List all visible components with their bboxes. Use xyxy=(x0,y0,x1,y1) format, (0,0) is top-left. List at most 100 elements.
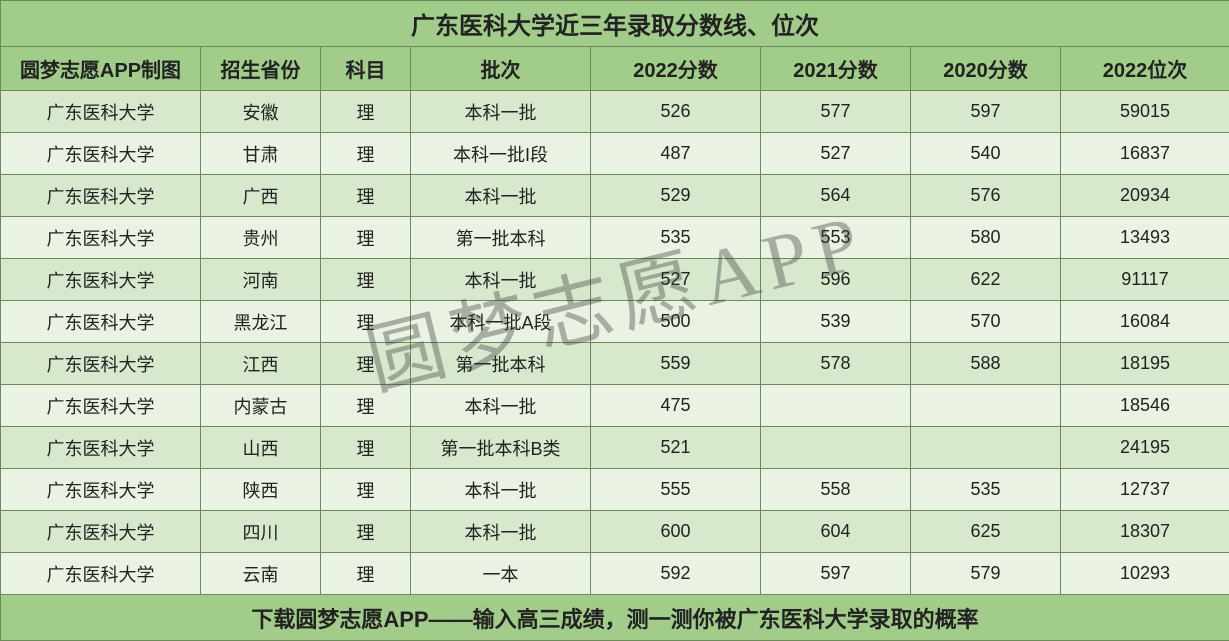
cell-c3: 第一批本科 xyxy=(411,343,591,385)
cell-c7: 16837 xyxy=(1061,133,1229,175)
table-title: 广东医科大学近三年录取分数线、位次 xyxy=(1,1,1229,47)
cell-c2: 理 xyxy=(321,427,411,469)
cell-c1: 黑龙江 xyxy=(201,301,321,343)
cell-c7: 91117 xyxy=(1061,259,1229,301)
table-row: 广东医科大学陕西理本科一批55555853512737 xyxy=(1,469,1229,511)
col-header-rank-2022: 2022位次 xyxy=(1061,47,1229,91)
cell-c3: 本科一批I段 xyxy=(411,133,591,175)
cell-c5: 539 xyxy=(761,301,911,343)
cell-c3: 第一批本科 xyxy=(411,217,591,259)
col-header-school: 圆梦志愿APP制图 xyxy=(1,47,201,91)
cell-c5: 604 xyxy=(761,511,911,553)
cell-c2: 理 xyxy=(321,511,411,553)
cell-c6: 535 xyxy=(911,469,1061,511)
cell-c4: 521 xyxy=(591,427,761,469)
cell-c4: 500 xyxy=(591,301,761,343)
cell-c4: 527 xyxy=(591,259,761,301)
cell-c6: 540 xyxy=(911,133,1061,175)
cell-c5 xyxy=(761,427,911,469)
cell-c1: 安徽 xyxy=(201,91,321,133)
cell-c3: 本科一批 xyxy=(411,259,591,301)
cell-c5: 558 xyxy=(761,469,911,511)
cell-c2: 理 xyxy=(321,133,411,175)
cell-c4: 555 xyxy=(591,469,761,511)
cell-c1: 江西 xyxy=(201,343,321,385)
cell-c6: 576 xyxy=(911,175,1061,217)
cell-c4: 487 xyxy=(591,133,761,175)
cell-c7: 12737 xyxy=(1061,469,1229,511)
cell-c4: 535 xyxy=(591,217,761,259)
cell-c3: 本科一批 xyxy=(411,175,591,217)
table-row: 广东医科大学安徽理本科一批52657759759015 xyxy=(1,91,1229,133)
cell-c0: 广东医科大学 xyxy=(1,133,201,175)
cell-c2: 理 xyxy=(321,469,411,511)
col-header-batch: 批次 xyxy=(411,47,591,91)
cell-c2: 理 xyxy=(321,553,411,595)
cell-c4: 529 xyxy=(591,175,761,217)
cell-c5: 553 xyxy=(761,217,911,259)
header-row: 圆梦志愿APP制图 招生省份 科目 批次 2022分数 2021分数 2020分… xyxy=(1,47,1229,91)
cell-c1: 内蒙古 xyxy=(201,385,321,427)
table-container: 广东医科大学近三年录取分数线、位次 圆梦志愿APP制图 招生省份 科目 批次 2… xyxy=(0,0,1229,641)
table-row: 广东医科大学贵州理第一批本科53555358013493 xyxy=(1,217,1229,259)
cell-c6: 622 xyxy=(911,259,1061,301)
col-header-score-2020: 2020分数 xyxy=(911,47,1061,91)
col-header-score-2022: 2022分数 xyxy=(591,47,761,91)
title-row: 广东医科大学近三年录取分数线、位次 xyxy=(1,1,1229,47)
cell-c4: 526 xyxy=(591,91,761,133)
cell-c1: 陕西 xyxy=(201,469,321,511)
score-table: 广东医科大学近三年录取分数线、位次 圆梦志愿APP制图 招生省份 科目 批次 2… xyxy=(0,0,1229,641)
cell-c6: 580 xyxy=(911,217,1061,259)
cell-c4: 475 xyxy=(591,385,761,427)
table-body: 广东医科大学安徽理本科一批52657759759015广东医科大学甘肃理本科一批… xyxy=(1,91,1229,595)
table-row: 广东医科大学山西理第一批本科B类52124195 xyxy=(1,427,1229,469)
cell-c5: 597 xyxy=(761,553,911,595)
cell-c7: 16084 xyxy=(1061,301,1229,343)
col-header-score-2021: 2021分数 xyxy=(761,47,911,91)
cell-c0: 广东医科大学 xyxy=(1,91,201,133)
cell-c4: 559 xyxy=(591,343,761,385)
cell-c1: 贵州 xyxy=(201,217,321,259)
cell-c7: 20934 xyxy=(1061,175,1229,217)
cell-c6 xyxy=(911,385,1061,427)
cell-c5: 596 xyxy=(761,259,911,301)
table-row: 广东医科大学四川理本科一批60060462518307 xyxy=(1,511,1229,553)
cell-c0: 广东医科大学 xyxy=(1,217,201,259)
cell-c5: 578 xyxy=(761,343,911,385)
cell-c7: 18546 xyxy=(1061,385,1229,427)
cell-c5: 564 xyxy=(761,175,911,217)
col-header-province: 招生省份 xyxy=(201,47,321,91)
table-row: 广东医科大学云南理一本59259757910293 xyxy=(1,553,1229,595)
cell-c7: 13493 xyxy=(1061,217,1229,259)
cell-c2: 理 xyxy=(321,175,411,217)
cell-c0: 广东医科大学 xyxy=(1,175,201,217)
cell-c0: 广东医科大学 xyxy=(1,511,201,553)
cell-c0: 广东医科大学 xyxy=(1,301,201,343)
cell-c0: 广东医科大学 xyxy=(1,259,201,301)
cell-c6 xyxy=(911,427,1061,469)
cell-c2: 理 xyxy=(321,91,411,133)
cell-c3: 本科一批 xyxy=(411,91,591,133)
cell-c7: 18307 xyxy=(1061,511,1229,553)
footer-text: 下载圆梦志愿APP——输入高三成绩，测一测你被广东医科大学录取的概率 xyxy=(1,595,1229,641)
cell-c7: 24195 xyxy=(1061,427,1229,469)
cell-c7: 10293 xyxy=(1061,553,1229,595)
col-header-subject: 科目 xyxy=(321,47,411,91)
cell-c4: 592 xyxy=(591,553,761,595)
cell-c3: 第一批本科B类 xyxy=(411,427,591,469)
cell-c6: 588 xyxy=(911,343,1061,385)
cell-c1: 河南 xyxy=(201,259,321,301)
table-row: 广东医科大学甘肃理本科一批I段48752754016837 xyxy=(1,133,1229,175)
cell-c2: 理 xyxy=(321,259,411,301)
cell-c5: 527 xyxy=(761,133,911,175)
cell-c5 xyxy=(761,385,911,427)
cell-c0: 广东医科大学 xyxy=(1,385,201,427)
cell-c3: 本科一批 xyxy=(411,511,591,553)
table-row: 广东医科大学内蒙古理本科一批47518546 xyxy=(1,385,1229,427)
cell-c0: 广东医科大学 xyxy=(1,427,201,469)
cell-c2: 理 xyxy=(321,385,411,427)
cell-c3: 一本 xyxy=(411,553,591,595)
cell-c2: 理 xyxy=(321,301,411,343)
cell-c5: 577 xyxy=(761,91,911,133)
cell-c2: 理 xyxy=(321,343,411,385)
